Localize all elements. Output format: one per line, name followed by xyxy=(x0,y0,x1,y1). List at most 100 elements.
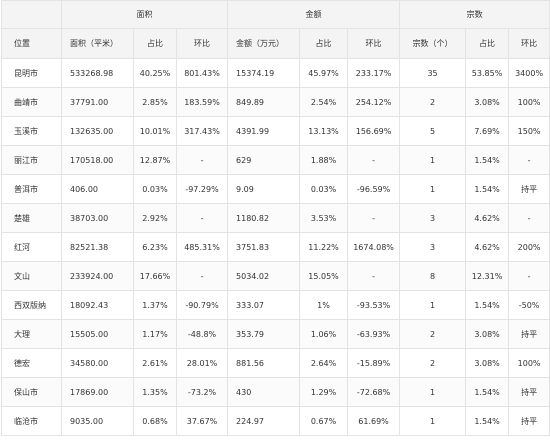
cell-count-change: 100% xyxy=(508,348,550,378)
header-count: 宗数（个） xyxy=(399,28,467,59)
header-amount-share: 占比 xyxy=(299,28,349,59)
table-row: 曲靖市 37791.00 2.85% 183.59% 849.89 2.54% 254.12… xyxy=(1,87,550,117)
cell-area: 233924.00 xyxy=(61,261,134,291)
cell-location: 普洱市 xyxy=(1,174,62,204)
header-area-change: 环比 xyxy=(175,28,229,59)
header-area: 面积（平米） xyxy=(61,28,134,59)
table-row: 西双版纳 18092.43 1.37% -90.79% 333.07 1% -93.53% 1… xyxy=(1,290,550,320)
cell-count: 8 xyxy=(399,261,467,291)
table-row: 玉溪市 132635.00 10.01% 317.43% 4391.99 13.13% 15… xyxy=(1,116,550,146)
cell-amount-share: 0.03% xyxy=(299,174,349,204)
cell-location: 文山 xyxy=(1,261,62,291)
cell-count-change: -50% xyxy=(508,290,550,320)
cell-count: 1 xyxy=(399,290,467,320)
group-header-row: 面积 金额 宗数 xyxy=(1,0,550,29)
table-row: 楚雄 38703.00 2.92% -1180.82 3.53% -3 4.62% - xyxy=(1,203,550,233)
cell-area-change: -48.8% xyxy=(175,319,229,349)
cell-amount-change: -63.93% xyxy=(347,319,401,349)
cell-area: 9035.00 xyxy=(61,406,134,436)
cell-amount: 15374.19 xyxy=(227,58,301,88)
column-header-row: 位置 面积（平米） 占比 环比 金额（万元） 占比 环比 宗数（个） 占比 环比 xyxy=(1,28,550,59)
cell-area-share: 12.87% xyxy=(133,145,177,175)
cell-count-change: 100% xyxy=(508,87,550,117)
cell-count-change: 持平 xyxy=(508,377,550,407)
cell-location: 保山市 xyxy=(1,377,62,407)
table-row: 普洱市 406.00 0.03% -97.29% 9.09 0.03% -96.59% 1 1.… xyxy=(1,174,550,204)
cell-amount-share: 13.13% xyxy=(299,116,349,146)
table-row: 大理 15505.00 1.17% -48.8% 353.79 1.06% -63.93% 2… xyxy=(1,319,550,349)
header-amount-change: 环比 xyxy=(347,28,401,59)
cell-amount: 5034.02 xyxy=(227,261,301,291)
cell-amount-share: 2.54% xyxy=(299,87,349,117)
cell-count-change: - xyxy=(508,145,550,175)
cell-area: 132635.00 xyxy=(61,116,134,146)
table-row: 丽江市 170518.00 12.87% -629 1.88% -1 1.54% - xyxy=(1,145,550,175)
cell-amount-share: 1.88% xyxy=(299,145,349,175)
cell-area: 37791.00 xyxy=(61,87,134,117)
cell-area-share: 6.23% xyxy=(133,232,177,262)
cell-amount-share: 2.64% xyxy=(299,348,349,378)
cell-amount-share: 1.29% xyxy=(299,377,349,407)
cell-amount: 4391.99 xyxy=(227,116,301,146)
cell-count-change: - xyxy=(508,203,550,233)
cell-count: 1 xyxy=(399,406,467,436)
group-header-blank xyxy=(1,0,62,29)
cell-area-share: 40.25% xyxy=(133,58,177,88)
group-header-amount: 金额 xyxy=(227,0,401,29)
cell-area: 17869.00 xyxy=(61,377,134,407)
cell-count: 3 xyxy=(399,232,467,262)
group-header-area: 面积 xyxy=(60,0,229,29)
cell-count-share: 1.54% xyxy=(465,377,510,407)
cell-area-share: 2.92% xyxy=(133,203,177,233)
cell-amount: 353.79 xyxy=(227,319,301,349)
cell-amount-share: 1.06% xyxy=(299,319,349,349)
table-row: 保山市 17869.00 1.35% -73.2% 430 1.29% -72.68% 1 1.… xyxy=(1,377,550,407)
cell-area-change: - xyxy=(175,261,229,291)
cell-amount-share: 11.22% xyxy=(299,232,349,262)
cell-area-share: 2.85% xyxy=(133,87,177,117)
table-row: 红河 82521.38 6.23% 485.31% 3751.83 11.22% 1674.… xyxy=(1,232,550,262)
cell-count-share: 3.08% xyxy=(465,87,510,117)
header-count-share: 占比 xyxy=(465,28,510,59)
cell-count-share: 1.54% xyxy=(465,174,510,204)
cell-amount-change: 156.69% xyxy=(347,116,401,146)
cell-count-change: 200% xyxy=(508,232,550,262)
cell-count: 2 xyxy=(399,319,467,349)
cell-amount: 1180.82 xyxy=(227,203,301,233)
cell-count: 2 xyxy=(399,87,467,117)
cell-area-share: 0.03% xyxy=(133,174,177,204)
cell-count-change: - xyxy=(508,261,550,291)
cell-amount-change: - xyxy=(347,261,401,291)
cell-count-share: 4.62% xyxy=(465,232,510,262)
cell-area-share: 10.01% xyxy=(133,116,177,146)
cell-amount-share: 15.05% xyxy=(299,261,349,291)
cell-amount: 881.56 xyxy=(227,348,301,378)
cell-amount-change: -72.68% xyxy=(347,377,401,407)
cell-amount: 333.07 xyxy=(227,290,301,320)
cell-location: 德宏 xyxy=(1,348,62,378)
cell-amount-share: 1% xyxy=(299,290,349,320)
cell-count: 1 xyxy=(399,145,467,175)
cell-area-change: 37.67% xyxy=(175,406,229,436)
cell-amount-share: 0.67% xyxy=(299,406,349,436)
cell-area-change: 28.01% xyxy=(175,348,229,378)
cell-amount-change: - xyxy=(347,145,401,175)
cell-area: 15505.00 xyxy=(61,319,134,349)
cell-count-share: 4.62% xyxy=(465,203,510,233)
cell-count-change: 持平 xyxy=(508,174,550,204)
cell-area-share: 1.17% xyxy=(133,319,177,349)
cell-area: 38703.00 xyxy=(61,203,134,233)
cell-amount: 849.89 xyxy=(227,87,301,117)
cell-amount: 629 xyxy=(227,145,301,175)
cell-area-change: - xyxy=(175,203,229,233)
cell-amount-change: - xyxy=(347,203,401,233)
cell-count-share: 1.54% xyxy=(465,406,510,436)
header-location: 位置 xyxy=(1,28,62,59)
cell-amount-change: -93.53% xyxy=(347,290,401,320)
cell-amount-change: 1674.08% xyxy=(347,232,401,262)
cell-count: 2 xyxy=(399,348,467,378)
cell-location: 西双版纳 xyxy=(1,290,62,320)
cell-location: 红河 xyxy=(1,232,62,262)
cell-count-share: 53.85% xyxy=(465,58,510,88)
cell-amount-share: 3.53% xyxy=(299,203,349,233)
